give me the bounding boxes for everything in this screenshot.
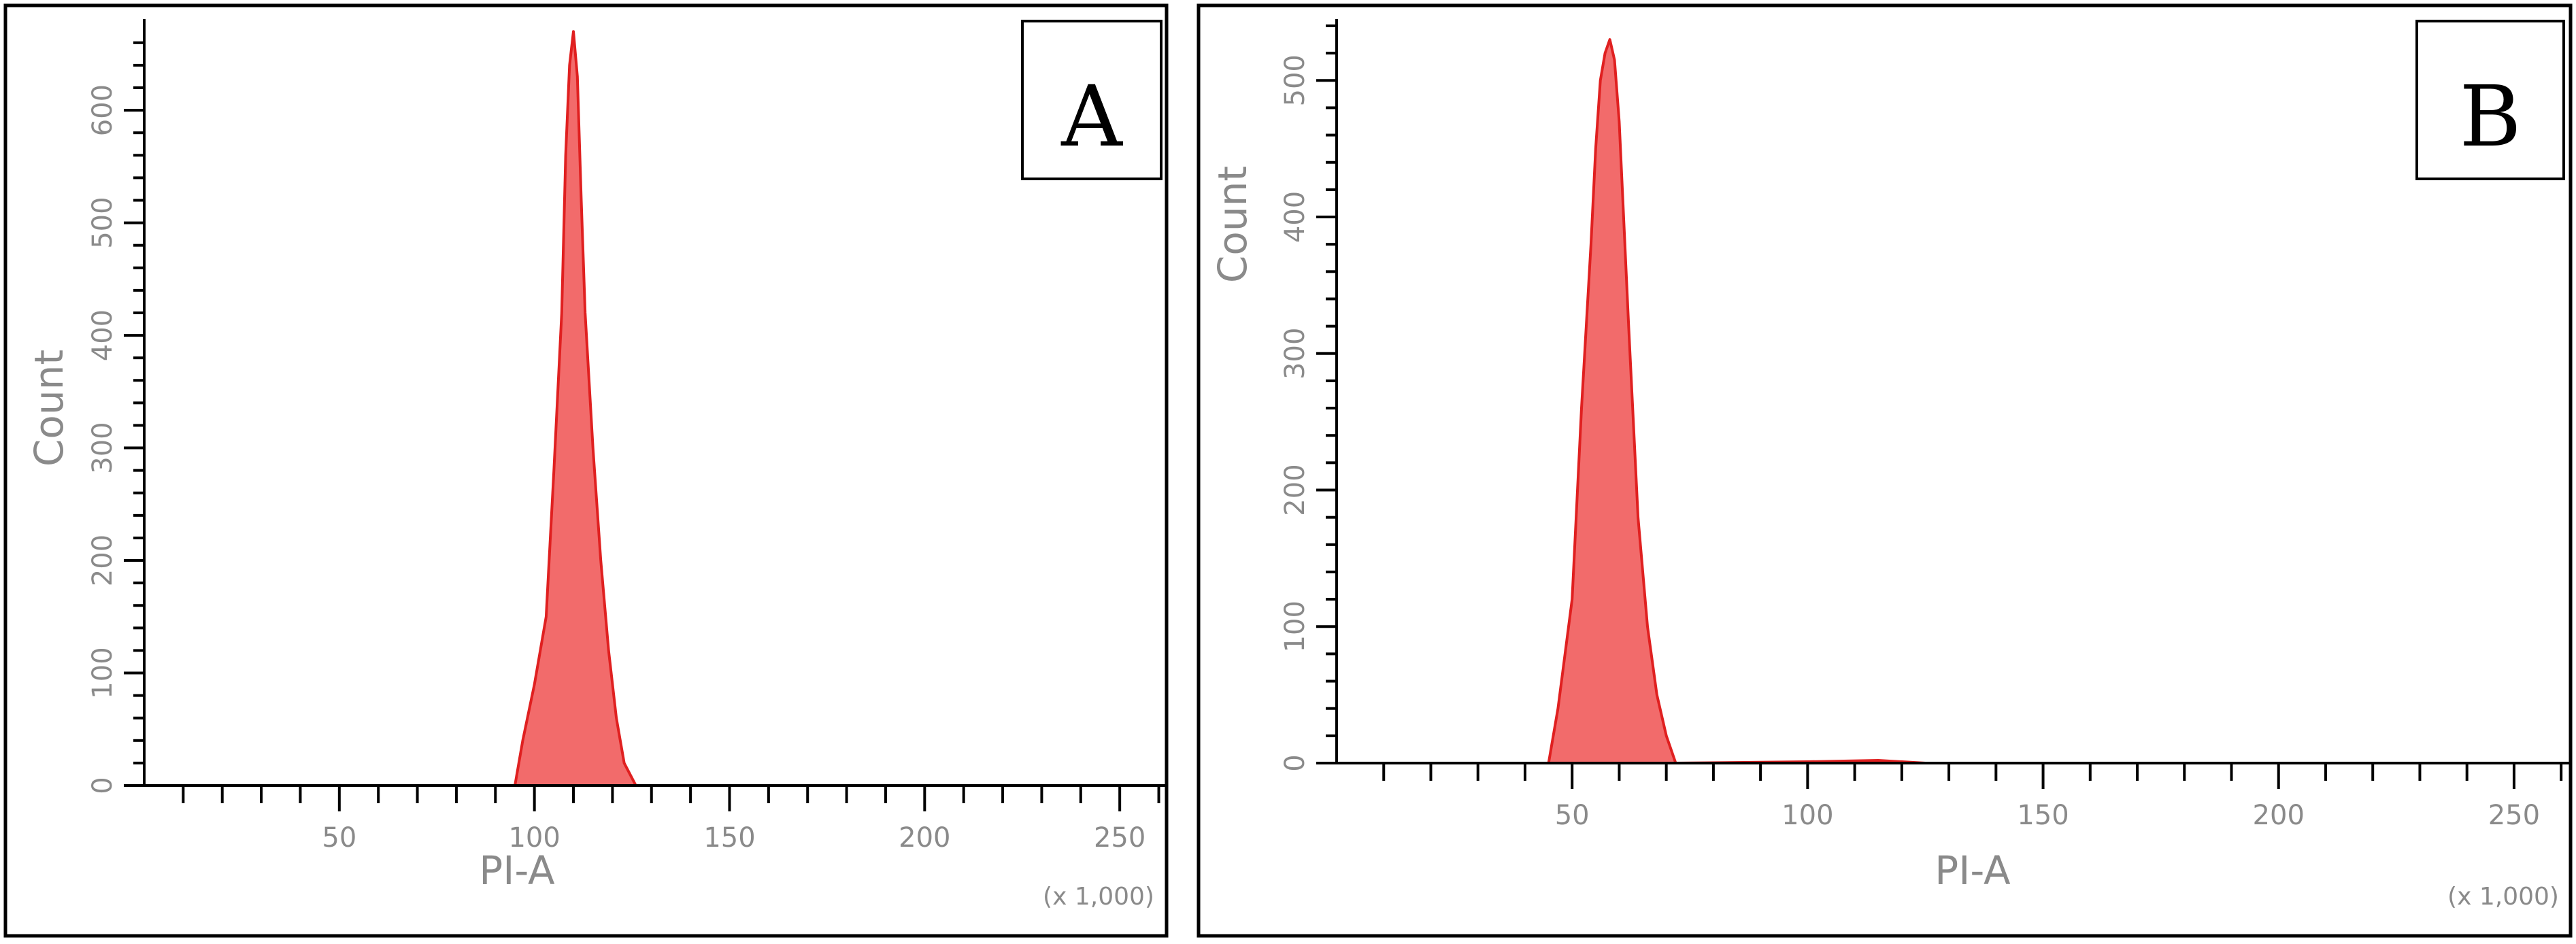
y-tick-label: 400	[1279, 191, 1311, 243]
panel-b-label-box	[2415, 20, 2565, 180]
y-tick-label: 600	[87, 84, 118, 136]
plot-b: 50 100 150 200 250 0 100 200 300 400 500	[1279, 19, 2571, 831]
y-tick-label: 300	[87, 422, 118, 473]
x-tick-label: 50	[1555, 800, 1590, 831]
panel-b-label: B	[2459, 68, 2521, 166]
y-tick-label: 300	[1279, 328, 1311, 380]
x-tick-label: 250	[1094, 822, 1145, 854]
y-tick-label: 500	[87, 197, 118, 248]
panel-a-label-box	[1021, 20, 1162, 180]
y-tick-label: 200	[1279, 464, 1311, 516]
x-tick-label: 150	[703, 822, 755, 854]
x-tick-label: 250	[2488, 800, 2540, 831]
y-tick-label: 400	[87, 309, 118, 361]
y-axis-label-a: Count	[26, 350, 72, 467]
x-tick-label: 50	[322, 822, 356, 854]
x-tick-label: 200	[899, 822, 950, 854]
x-axis-label-a: PI-A	[479, 847, 555, 894]
y-tick-label: 0	[87, 777, 118, 794]
y-tick-label: 100	[87, 647, 118, 698]
y-tick-label: 0	[1279, 754, 1311, 771]
panel-a: 50 100 150 200 250 0 100 200 300 400 500 600 A PI-A…	[3, 3, 1169, 938]
panel-b: 50 100 150 200 250 0 100 200 300 400 500 B PI-A (x…	[1197, 3, 2573, 938]
y-axis-label-b: Count	[1209, 166, 1256, 283]
y-tick-label: 500	[1279, 54, 1311, 106]
x-tick-label: 100	[1782, 800, 1833, 831]
y-tick-label: 200	[87, 535, 118, 586]
x-tick-label: 100	[508, 822, 560, 854]
panel-a-label: A	[1060, 68, 1123, 166]
x-scale-note-b: (x 1,000)	[2447, 883, 2559, 911]
x-scale-note-a: (x 1,000)	[1043, 883, 1154, 911]
panel-a-frame	[3, 3, 1169, 938]
x-axis-label-b: PI-A	[1935, 847, 2011, 894]
histogram-area	[514, 30, 637, 787]
x-tick-label: 150	[2017, 800, 2069, 831]
panel-b-frame	[1197, 3, 2573, 938]
y-tick-label: 100	[1279, 601, 1311, 652]
x-tick-label: 200	[2253, 800, 2305, 831]
plot-a: 50 100 150 200 250 0 100 200 300 400 500 600	[87, 19, 1167, 854]
